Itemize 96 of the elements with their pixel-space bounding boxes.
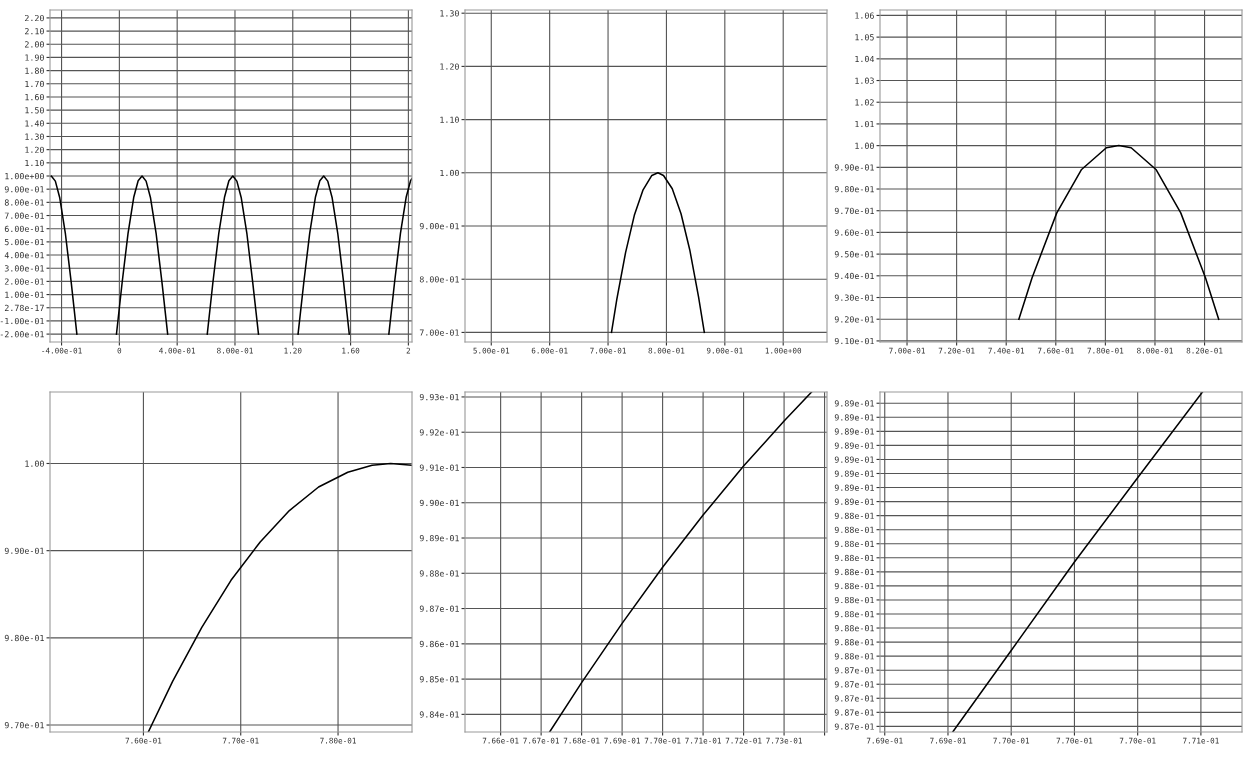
y-tick-label: 9.88e-01 [834, 512, 874, 519]
y-tick-label: 1.02 [855, 99, 874, 106]
y-tick-label: 9.50e-01 [834, 251, 874, 258]
y-tick-label: 1.04 [855, 55, 875, 63]
y-tick-label: 9.70e-01 [834, 207, 874, 215]
y-tick-label: 9.92e-01 [419, 429, 459, 436]
y-tick-label: 9.90e-01 [834, 164, 874, 171]
y-tick-label: 9.85e-01 [419, 676, 459, 683]
y-tick-label: 9.89e-01 [834, 428, 874, 435]
y-tick-label: 9.87e-01 [834, 723, 874, 730]
y-tick-label: -2.00e-01 [0, 331, 44, 338]
y-tick-label: 1.00e-01 [5, 291, 44, 298]
y-tick-label: 9.89e-01 [834, 442, 874, 449]
line-series [1018, 144, 1220, 320]
y-tick-label: 1.30 [440, 10, 459, 17]
line-series [297, 175, 351, 335]
y-tick-label: 1.30 [25, 133, 44, 140]
y-tick-label: 1.50 [25, 107, 44, 114]
y-tick-label: 9.89e-01 [834, 498, 874, 505]
y-tick-label: 9.84e-01 [419, 711, 459, 718]
y-tick-label: 9.91e-01 [419, 464, 459, 471]
y-tick-label: 9.87e-01 [834, 667, 874, 674]
y-tick-label: 2.10 [25, 28, 44, 35]
y-tick-label: 9.88e-01 [834, 596, 874, 604]
y-tick-label: 9.88e-01 [834, 526, 874, 533]
y-tick-label: 9.88e-01 [834, 540, 874, 548]
y-tick-label: 9.30e-01 [834, 294, 874, 301]
y-tick-label: 9.89e-01 [834, 470, 874, 477]
y-tick-label: 9.90e-01 [4, 547, 44, 554]
y-tick-label: 9.89e-01 [834, 484, 874, 491]
y-tick-label: 9.00e-01 [4, 186, 44, 193]
y-tick-label: 9.88e-01 [419, 570, 459, 577]
y-tick-label: 3.00e-01 [4, 265, 44, 272]
y-tick-label: 1.03 [855, 77, 874, 84]
y-tick-label: 9.88e-01 [834, 625, 874, 632]
y-tick-label: 9.80e-01 [834, 186, 874, 193]
y-tick-label: 7.00e-01 [4, 212, 44, 219]
line-series [147, 462, 412, 732]
y-tick-label: 9.00e-01 [419, 223, 459, 230]
y-tick-label: 9.20e-01 [834, 316, 874, 323]
y-tick-label: 1.00e+00 [5, 173, 44, 180]
y-tick-label: 1.40 [25, 120, 44, 127]
y-tick-label: 6.00e-01 [4, 225, 44, 233]
y-tick-label: 9.90e-01 [419, 499, 459, 507]
y-tick-label: 8.00e-01 [419, 276, 459, 283]
y-tick-label: 9.89e-01 [834, 414, 874, 421]
y-tick-label: 1.06 [855, 12, 874, 19]
y-tick-label: 2.00 [25, 41, 44, 48]
y-tick-label: 9.88e-01 [834, 653, 874, 660]
y-tick-label: 2.00e-01 [4, 278, 44, 285]
line-series [206, 175, 260, 335]
y-tick-label: 9.60e-01 [834, 229, 874, 236]
y-tick-label: 1.80 [25, 67, 44, 74]
y-tick-label: 8.00e-01 [4, 199, 44, 206]
y-tick-label: 9.89e-01 [419, 535, 459, 542]
line-series [610, 172, 706, 334]
y-tick-label: 9.88e-01 [834, 639, 874, 646]
y-tick-label: 1.10 [440, 116, 459, 123]
y-tick-label: 1.20 [25, 146, 44, 153]
y-tick-label: 9.87e-01 [834, 709, 874, 716]
line-series [388, 177, 412, 335]
y-tick-label: 2.78e-17 [4, 304, 44, 312]
y-tick-label: 1.01 [855, 120, 874, 128]
y-tick-label: 9.89e-01 [834, 456, 874, 463]
y-tick-label: 9.87e-01 [419, 605, 459, 612]
y-tick-label: 1.00 [855, 142, 874, 149]
y-tick-label: -1.00e-01 [0, 317, 44, 325]
y-tick-label: 2.20 [25, 14, 44, 22]
y-tick-label: 1.70 [25, 80, 44, 88]
y-tick-label: 9.10e-01 [834, 337, 874, 345]
y-tick-label: 9.86e-01 [419, 640, 459, 648]
y-tick-label: 4.00e-01 [4, 252, 44, 259]
y-tick-label: 1.00 [25, 460, 44, 467]
y-tick-label: 9.88e-01 [834, 582, 874, 590]
line-series [951, 392, 1204, 732]
y-tick-label: 1.05 [855, 34, 874, 41]
y-tick-label: 1.20 [440, 63, 459, 70]
line-series [548, 392, 813, 732]
y-tick-label: 5.00e-01 [4, 238, 44, 246]
y-tick-label: 9.93e-01 [419, 393, 459, 401]
y-tick-label: 1.10 [25, 159, 44, 167]
y-tick-label: 1.90 [25, 54, 44, 61]
y-tick-label: 9.88e-01 [834, 610, 874, 618]
y-tick-label: 1.00 [440, 169, 459, 177]
y-tick-label: 9.88e-01 [834, 568, 874, 576]
y-tick-label: 9.70e-01 [4, 722, 44, 729]
y-tick-label: 9.40e-01 [834, 272, 874, 280]
y-tick-label: 9.87e-01 [834, 695, 874, 702]
y-tick-label: 7.00e-01 [419, 329, 459, 336]
line-series [115, 175, 169, 335]
y-tick-label: 1.60 [25, 93, 44, 101]
y-tick-label: 9.80e-01 [4, 634, 44, 642]
y-tick-label: 9.89e-01 [834, 400, 874, 407]
y-tick-label: 9.88e-01 [834, 554, 874, 562]
y-tick-label: 9.87e-01 [834, 681, 874, 688]
line-series [50, 175, 78, 335]
